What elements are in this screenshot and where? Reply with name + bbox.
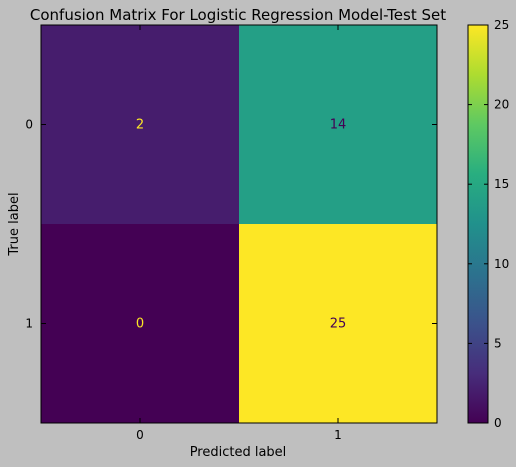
cell-value-label: 25 (330, 317, 347, 332)
y-axis-label: True label (7, 192, 22, 256)
x-tick-label: 0 (136, 428, 144, 442)
colorbar-ticks: 0 5 10 15 20 25 (468, 18, 509, 430)
colorbar-tick-label: 5 (494, 336, 502, 350)
colorbar-tick-label: 10 (494, 257, 509, 271)
heatmap-cell (41, 224, 239, 423)
heatmap-cell (41, 25, 239, 224)
colorbar (467, 24, 489, 424)
colorbar-tick-label: 15 (494, 177, 509, 191)
plot-frame (40, 24, 438, 424)
colorbar-tick-label: 20 (494, 98, 509, 112)
y-axis-ticks: 01 (25, 118, 437, 331)
heatmap-cell-labels: 2 14 0 25 (136, 118, 346, 332)
heatmap-cells (41, 25, 437, 423)
heatmap-cell (239, 25, 437, 224)
heatmap-cell (239, 224, 437, 423)
y-tick-label: 1 (25, 317, 33, 331)
x-axis-label: Predicted label (190, 445, 287, 460)
colorbar-tick-label: 0 (494, 416, 502, 430)
chart-title: Confusion Matrix For Logistic Regression… (30, 6, 446, 24)
x-tick-label: 1 (334, 428, 342, 442)
colorbar-tick-label: 25 (494, 18, 509, 32)
cell-value-label: 0 (136, 317, 144, 332)
cell-value-label: 2 (136, 118, 144, 133)
cell-value-label: 14 (330, 118, 347, 133)
y-tick-label: 0 (25, 118, 33, 132)
